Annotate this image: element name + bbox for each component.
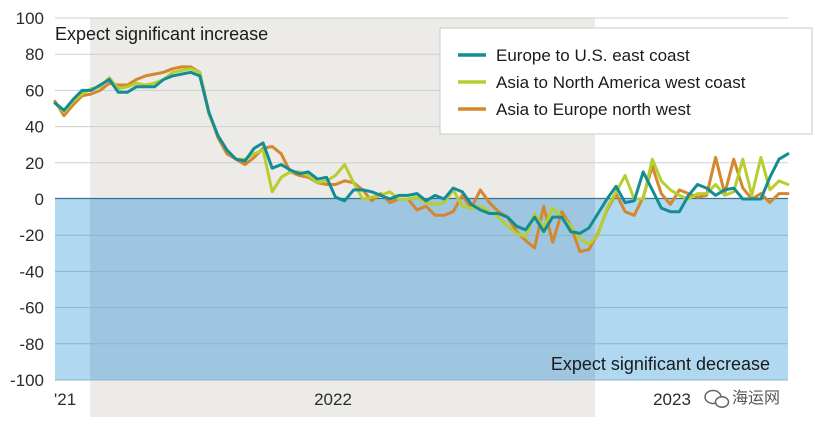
y-tick-label-5: 0 (35, 190, 44, 209)
y-tick-label-6: -20 (19, 226, 44, 245)
series-line-0 (53, 70, 790, 235)
y-axis-ticks: 100 80 60 40 20 0 -20 -40 -60 -80 -100 (10, 9, 44, 390)
legend-label-europe: Europe to U.S. east coast (496, 46, 690, 65)
legend: Europe to U.S. east coast Asia to North … (439, 27, 813, 135)
annotation-decrease: Expect significant decrease (551, 354, 770, 374)
legend-label-asia-eu: Asia to Europe north west (496, 100, 691, 119)
watermark-text: 海运网 (732, 389, 780, 407)
series-line-1 (53, 67, 790, 246)
x-tick-label-2023: 2023 (653, 390, 691, 409)
wechat-icon (704, 389, 730, 408)
y-tick-label-3: 40 (25, 118, 44, 137)
series-lines (53, 65, 790, 253)
watermark: 海运网 (704, 389, 780, 408)
y-tick-label-2: 60 (25, 81, 44, 100)
y-tick-label-4: 20 (25, 154, 44, 173)
y-tick-label-0: 100 (16, 9, 44, 28)
x-tick-label-2022: 2022 (314, 390, 352, 409)
series-line-2 (53, 65, 790, 253)
y-tick-label-7: -40 (19, 262, 44, 281)
y-tick-label-9: -80 (19, 335, 44, 354)
y-tick-label-8: -60 (19, 299, 44, 318)
legend-label-asia-na: Asia to North America west coast (496, 73, 746, 92)
y-tick-label-10: -100 (10, 371, 44, 390)
gridlines-over-region (55, 234, 788, 381)
y-tick-label-1: 80 (25, 45, 44, 64)
annotation-increase: Expect significant increase (55, 24, 268, 44)
legend-box (439, 27, 813, 135)
x-tick-label-2021: '21 (54, 390, 76, 409)
